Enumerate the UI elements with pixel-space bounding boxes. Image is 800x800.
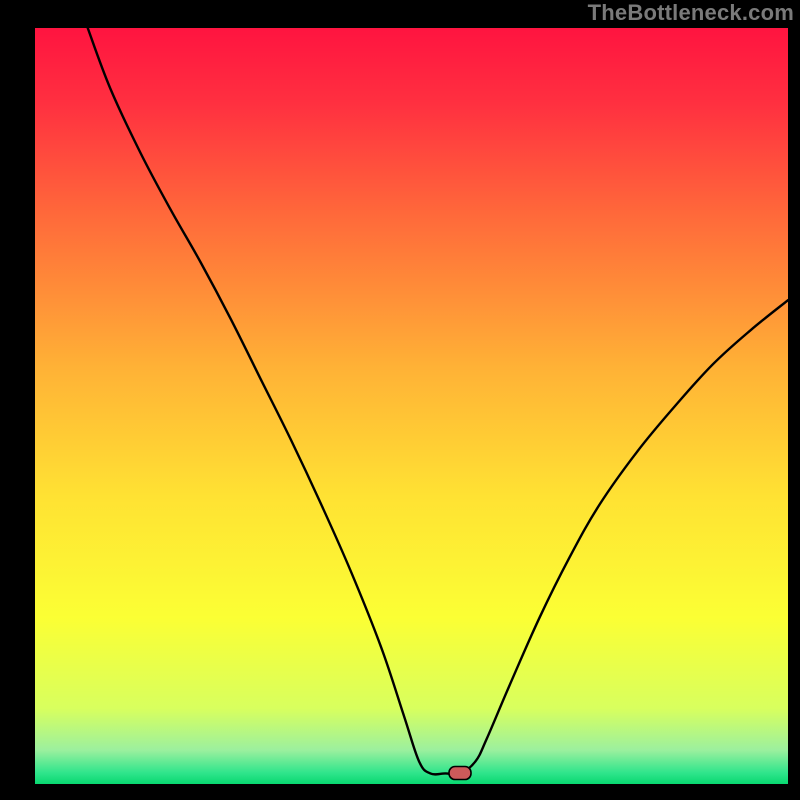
curve-svg [35, 28, 788, 784]
optimal-marker [448, 765, 473, 781]
watermark-text: TheBottleneck.com [588, 0, 794, 26]
optimal-marker-pill [449, 767, 471, 780]
chart-container: TheBottleneck.com [0, 0, 800, 800]
plot-area [35, 28, 788, 784]
bottleneck-curve [88, 28, 788, 774]
